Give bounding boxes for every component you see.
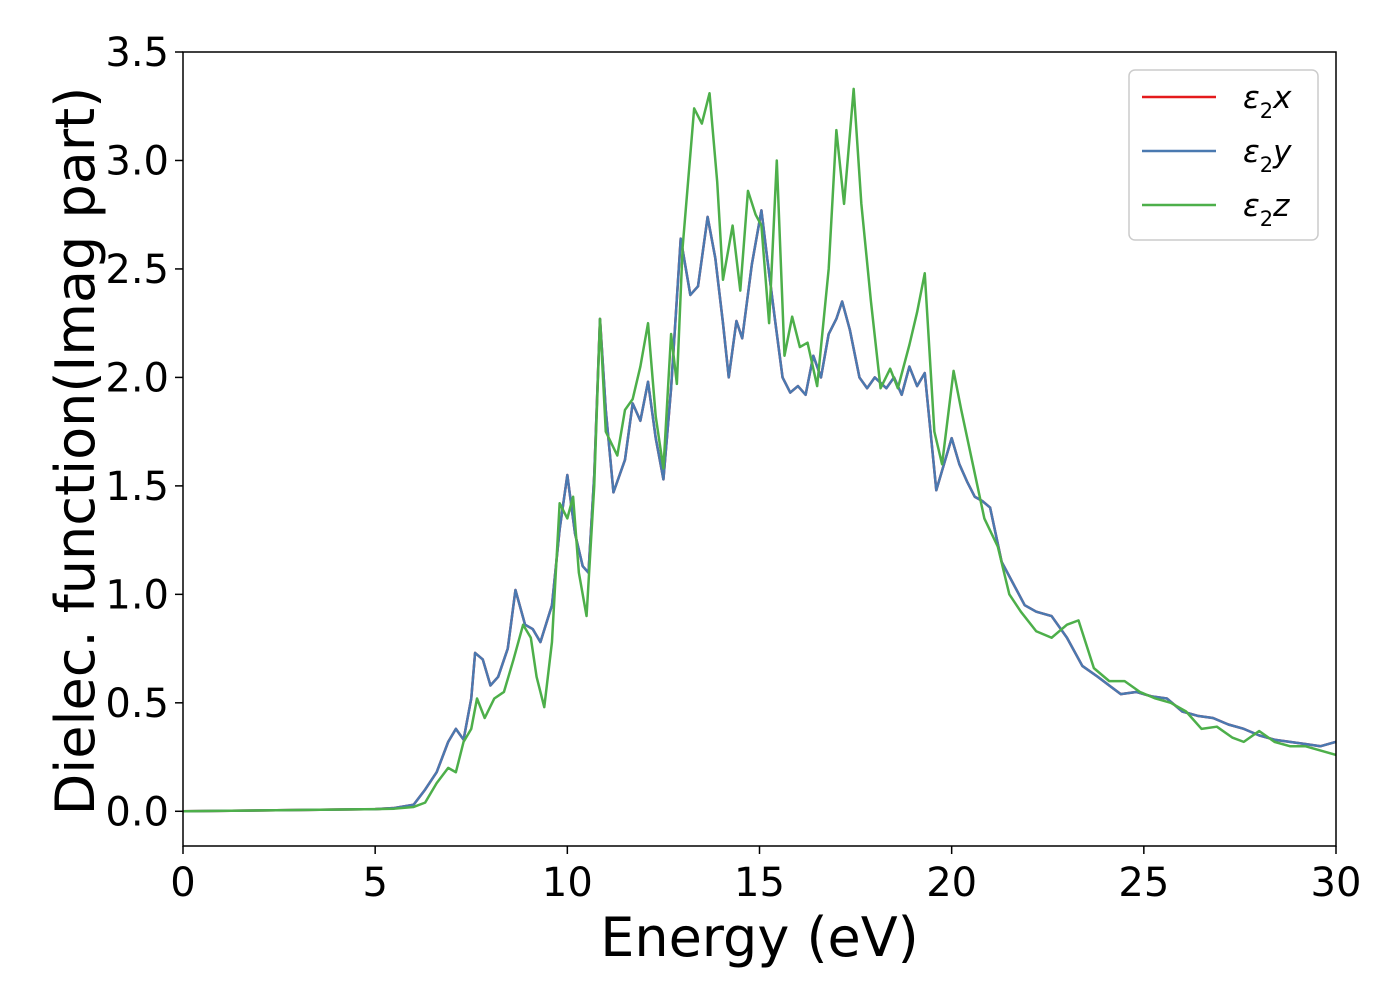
x-tick-label: 15: [734, 860, 785, 906]
series-line-eps2z: [183, 87, 1336, 813]
x-tick-label: 25: [1118, 860, 1169, 906]
legend-box: [1128, 69, 1319, 241]
series-layer: [183, 87, 1336, 813]
x-tick-label: 10: [542, 860, 593, 906]
legend-label: ε2z: [1243, 188, 1290, 231]
series-line-eps2x: [183, 209, 1336, 813]
x-tick-label: 0: [170, 860, 195, 906]
legend-label: ε2x: [1243, 80, 1292, 123]
x-tick-label: 5: [362, 860, 387, 906]
legend: ε2x ε2y ε2z: [1128, 69, 1319, 241]
y-tick-label: 3.5: [105, 30, 169, 76]
y-tick-label: 3.0: [105, 138, 169, 184]
x-axis: 0 5 10 15 20 25 30: [170, 846, 1361, 906]
y-tick-label: 1.5: [105, 464, 169, 510]
legend-item-eps2z: ε2z: [1142, 188, 1290, 231]
x-axis-label: Energy (eV): [600, 906, 919, 969]
legend-label: ε2y: [1243, 134, 1292, 177]
y-tick-label: 2.5: [105, 247, 169, 293]
series-line-eps2y: [183, 209, 1336, 813]
y-tick-label: 1.0: [105, 572, 169, 618]
legend-item-eps2x: ε2x: [1142, 80, 1292, 123]
y-tick-label: 0.5: [105, 681, 169, 727]
x-tick-label: 20: [926, 860, 977, 906]
legend-item-eps2y: ε2y: [1142, 134, 1292, 177]
y-axis-label: Dielec. function(Imag part): [44, 87, 107, 816]
y-axis: 0.0 0.5 1.0 1.5 2.0 2.5 3.0 3.5: [105, 30, 183, 835]
y-tick-label: 0.0: [105, 789, 169, 835]
y-tick-label: 2.0: [105, 355, 169, 401]
x-tick-label: 30: [1311, 860, 1362, 906]
